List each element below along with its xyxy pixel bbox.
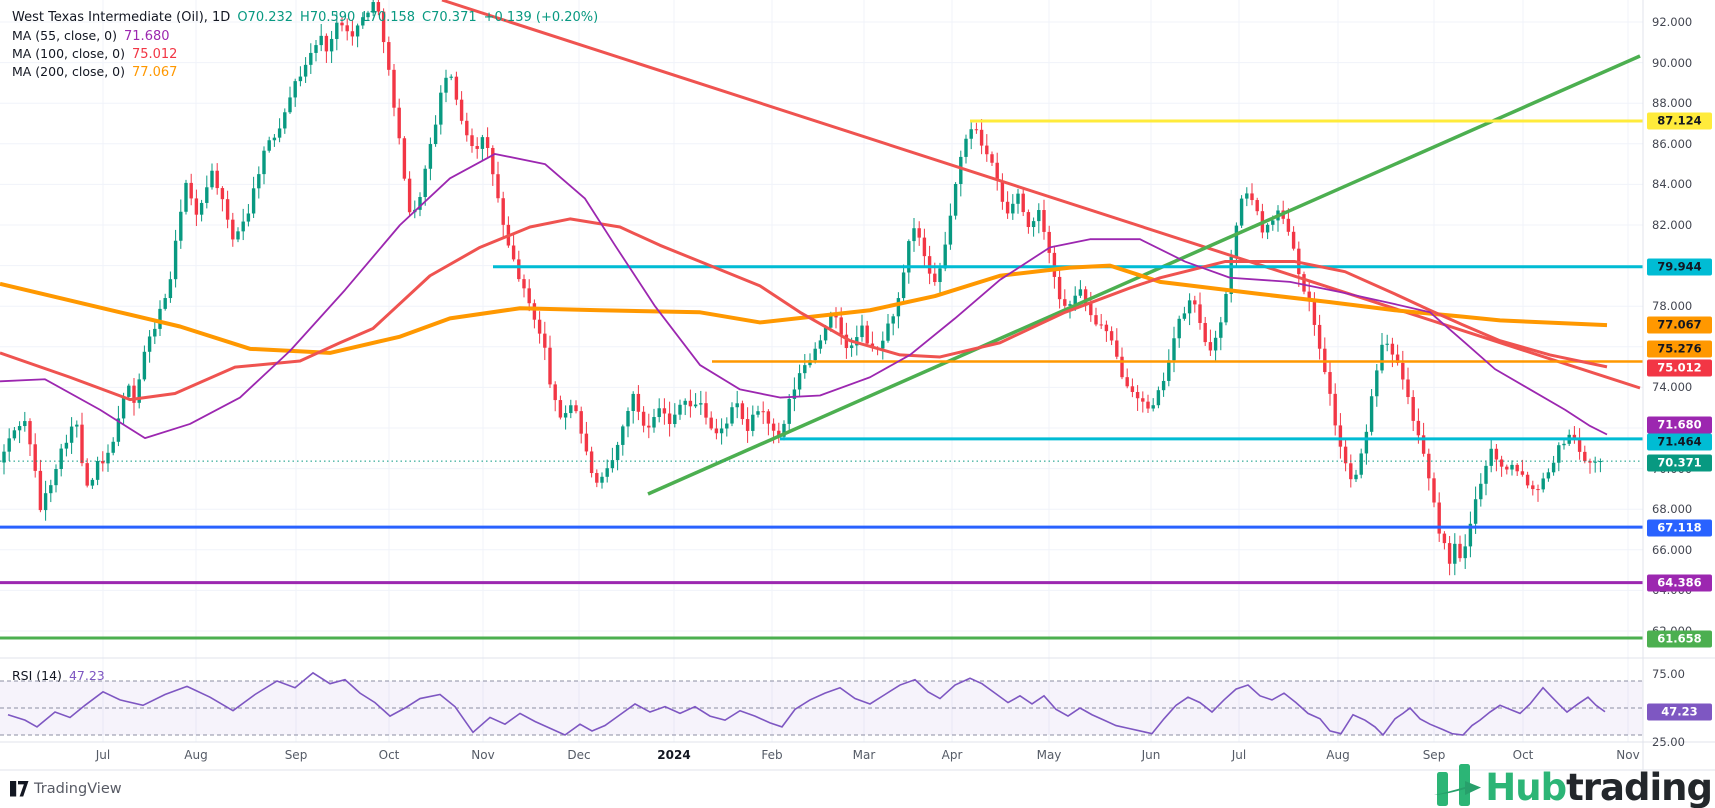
hubtrading-logo[interactable]: Hub trading [1434,762,1713,808]
symbol-legend[interactable]: West Texas Intermediate (Oil), 1D O70.232… [12,7,598,81]
price-badge-75.012: 75.012 [1647,359,1712,377]
price-badge-47.23: 47.23 [1647,703,1712,721]
horizontal-lines[interactable] [0,119,1643,640]
price-badge-70.371: 70.371 [1647,454,1712,472]
gridlines [0,0,1643,742]
trendlines[interactable] [441,0,1641,496]
time-axis-label-May: May [1036,748,1062,762]
ma-100-line[interactable] [0,217,1608,402]
time-axis-label-Oct: Oct [378,748,400,762]
price-badge-64.386: 64.386 [1647,574,1712,592]
price-badge-61.658: 61.658 [1647,630,1712,647]
price-axis-label: 78.000 [1652,299,1693,314]
ma-legend-rows: MA (55, close, 0) 71.680 MA (100, close, 0… [12,27,598,81]
candlestick-series[interactable] [2,0,1603,576]
ma-value: 75.012 [131,47,178,62]
rsi-label: RSI (14) [12,668,62,683]
ohlc-item: O70.232 [237,10,294,25]
time-axis-label-Nov: Nov [471,748,495,762]
time-axis-label-Sep: Sep [1422,748,1446,762]
time-axis-label-Oct: Oct [1512,748,1534,762]
time-axis-label-Nov: Nov [1616,748,1640,762]
hubtrading-icon [1434,764,1482,806]
ohlc-item: +0.139 (+0.20%) [483,10,599,25]
ma-legend-row[interactable]: MA (55, close, 0) 71.680 [12,27,598,45]
price-badge-79.944: 79.944 [1647,258,1712,276]
ohlc-item: C70.371 [422,10,477,25]
hub-text: Hub [1485,766,1567,808]
rsi-axis-label: 75.00 [1652,667,1685,682]
price-axis-label: 90.000 [1652,55,1693,70]
time-axis-label-Aug: Aug [1326,748,1350,762]
time-axis-label-Jul: Jul [95,748,111,762]
tradingview-text: TradingView [34,781,122,797]
ma-value: 71.680 [124,29,170,44]
price-badge-67.118: 67.118 [1647,519,1712,536]
ma-legend-row[interactable]: MA (200, close, 0) 77.067 [12,63,598,81]
trendline-descending-resistance[interactable] [441,0,1641,390]
time-axis-label-Apr: Apr [941,748,963,762]
price-axis-label: 82.000 [1652,218,1693,232]
ma-label: MA (200, close, 0) [12,64,125,79]
ma-55-line[interactable] [0,153,1608,440]
price-axis-label: 88.000 [1652,96,1693,111]
price-badge-71.680: 71.680 [1647,416,1712,434]
time-axis-label-Dec: Dec [567,748,591,762]
ohlc-values: O70.232 H70.590 L70.158 C70.371 +0.139 (+0.2… [230,6,598,25]
trading-text: trading [1566,766,1713,808]
rsi-axis-label: 25.00 [1652,734,1685,749]
price-axis-label: 86.000 [1652,136,1693,151]
time-axis-label-Jul: Jul [1231,748,1247,762]
time-axis-label-Aug: Aug [184,748,208,762]
symbol-title: West Texas Intermediate (Oil), 1D [12,10,231,25]
ma-label: MA (100, close, 0) [12,46,125,61]
ma-value: 77.067 [131,65,178,80]
ma-200-line[interactable] [0,263,1608,355]
ohlc-item: L70.158 [362,10,416,25]
tradingview-logo[interactable]: TradingView [10,781,122,797]
rsi-value: 47.23 [68,668,105,683]
time-axis-label-Sep: Sep [284,748,308,762]
moving-averages [0,153,1608,440]
price-axis-label: 92.000 [1652,15,1693,29]
price-axis-label: 68.000 [1652,502,1693,517]
separators [0,0,1715,771]
ohlc-item: H70.590 [300,10,356,25]
symbol-title-row[interactable]: West Texas Intermediate (Oil), 1D O70.232… [12,7,598,27]
price-badge-87.124: 87.124 [1647,112,1712,130]
price-badge-75.276: 75.276 [1647,340,1712,358]
price-badge-71.464: 71.464 [1647,433,1712,451]
price-axis-label: 74.000 [1652,380,1693,395]
time-axis-label-Jun: Jun [1141,748,1161,762]
tradingview-icon [10,781,29,797]
price-badge-77.067: 77.067 [1647,316,1712,334]
time-axis-label-Feb: Feb [761,748,783,762]
rsi-line [7,671,1606,737]
price-axis-label: 66.000 [1652,542,1693,557]
time-axis-label-2024: 2024 [657,748,691,762]
rsi-legend[interactable]: RSI (14) 47.23 [12,668,105,683]
price-axis-label: 84.000 [1652,177,1693,192]
rsi-pane [0,671,1643,737]
ma-legend-row[interactable]: MA (100, close, 0) 75.012 [12,45,598,63]
time-axis-label-Mar: Mar [852,748,876,762]
ma-label: MA (55, close, 0) [12,28,118,43]
